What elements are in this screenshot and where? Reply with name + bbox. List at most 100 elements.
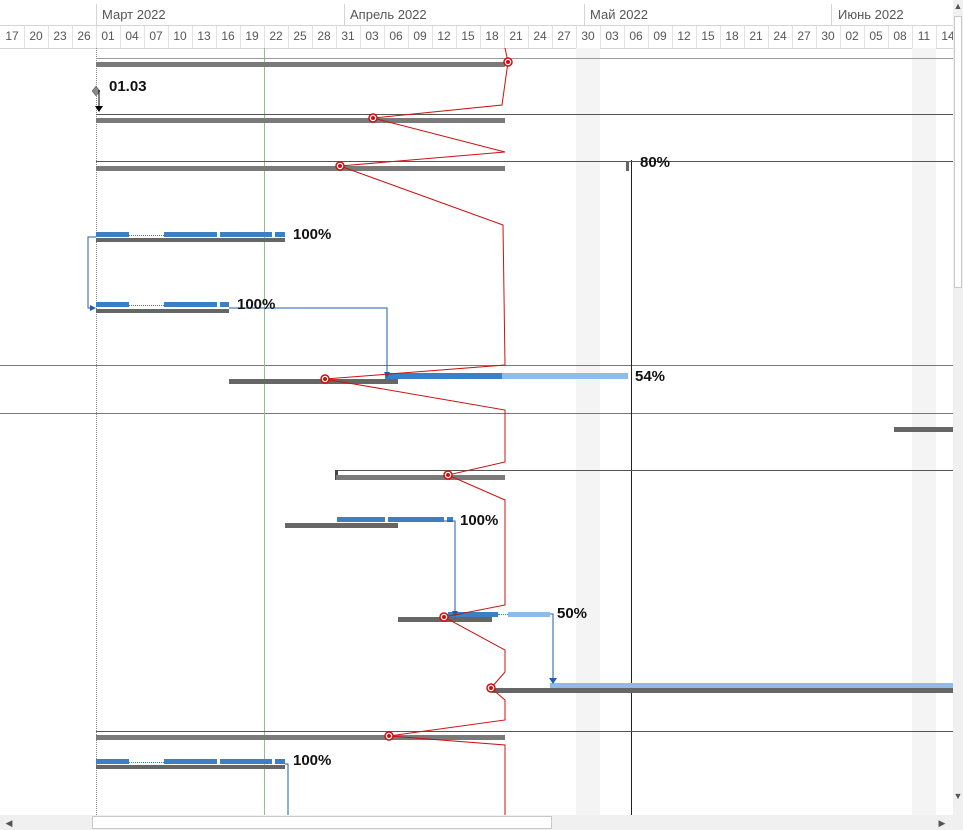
task-bar[interactable]: [96, 759, 129, 764]
scroll-left-icon[interactable]: ◀: [5, 818, 13, 828]
task-bar-remaining[interactable]: [550, 683, 953, 688]
baseline-bar[interactable]: [336, 475, 505, 480]
task-bar-remaining[interactable]: [508, 612, 550, 617]
current-date-line: [631, 160, 632, 815]
day-tick-label: 27: [557, 29, 571, 43]
percent-complete-label: 80%: [640, 154, 671, 171]
day-separator: [888, 26, 889, 48]
baseline-bar[interactable]: [96, 118, 505, 123]
day-tick-label: 12: [677, 29, 691, 43]
task-bar[interactable]: [96, 302, 129, 307]
task-bar[interactable]: [96, 232, 129, 237]
day-separator: [504, 26, 505, 48]
task-bar[interactable]: [337, 517, 385, 522]
day-tick-label: 01: [101, 29, 115, 43]
day-tick-label: 13: [197, 29, 211, 43]
day-separator: [600, 26, 601, 48]
day-tick-label: 09: [413, 29, 427, 43]
day-separator: [24, 26, 25, 48]
task-bar[interactable]: [388, 517, 444, 522]
month-label: Июнь 2022: [838, 7, 904, 22]
task-bar[interactable]: [220, 302, 229, 307]
day-separator: [48, 26, 49, 48]
horizontal-scroll-thumb[interactable]: [92, 816, 552, 829]
day-separator: [120, 26, 121, 48]
summary-endcap: [626, 161, 629, 171]
percent-complete-label: 50%: [557, 605, 588, 622]
summary-line: [96, 58, 953, 59]
day-tick-label: 12: [437, 29, 451, 43]
baseline-bar[interactable]: [285, 523, 398, 528]
day-tick-label: 11: [917, 29, 931, 43]
vertical-scroll-thumb[interactable]: [954, 16, 962, 288]
day-separator: [432, 26, 433, 48]
gantt-chart-area[interactable]: Март 2022 Апрель 2022 Май 2022 Июнь 2022…: [0, 0, 953, 815]
day-tick-label: 09: [653, 29, 667, 43]
arrow-right-icon: [90, 305, 96, 311]
task-bar[interactable]: [275, 232, 285, 237]
day-tick-label: 17: [5, 29, 19, 43]
task-bar[interactable]: [447, 517, 453, 522]
baseline-bar[interactable]: [492, 688, 953, 693]
task-bar[interactable]: [275, 759, 285, 764]
task-bar[interactable]: [220, 759, 272, 764]
day-tick-label: 31: [341, 29, 355, 43]
day-separator: [168, 26, 169, 48]
month-label: Март 2022: [102, 7, 166, 22]
day-separator: [936, 26, 937, 48]
day-separator: [552, 26, 553, 48]
day-tick-label: 18: [485, 29, 499, 43]
task-bar[interactable]: [220, 232, 272, 237]
task-bar[interactable]: [164, 759, 217, 764]
progress-points: [320, 57, 513, 741]
day-tick-label: 19: [245, 29, 259, 43]
day-separator: [192, 26, 193, 48]
day-tick-label: 30: [581, 29, 595, 43]
arrow-down-icon: [549, 678, 557, 684]
milestone-diamond-icon: [91, 85, 101, 97]
task-bar-remaining[interactable]: [502, 373, 628, 379]
month-label: Май 2022: [590, 7, 648, 22]
scroll-down-icon[interactable]: ▼: [953, 791, 963, 801]
horizontal-scrollbar[interactable]: ◀ ▶: [0, 815, 963, 830]
day-separator: [72, 26, 73, 48]
day-separator: [360, 26, 361, 48]
day-separator: [480, 26, 481, 48]
day-tick-label: 23: [53, 29, 67, 43]
task-bar[interactable]: [164, 302, 217, 307]
task-bar[interactable]: [385, 373, 502, 379]
day-separator: [912, 26, 913, 48]
day-tick-label: 15: [701, 29, 715, 43]
link-overlay: [87, 47, 557, 815]
day-tick-label: 10: [173, 29, 187, 43]
milestone-date-label: 01.03: [109, 78, 147, 95]
day-separator: [456, 26, 457, 48]
scroll-right-icon[interactable]: ▶: [938, 818, 946, 828]
percent-complete-label: 100%: [293, 226, 332, 243]
day-separator: [336, 26, 337, 48]
baseline-bar[interactable]: [229, 379, 398, 384]
percent-complete-label: 100%: [293, 752, 332, 769]
day-tick-label: 30: [821, 29, 835, 43]
day-tick-label: 06: [389, 29, 403, 43]
task-bar[interactable]: [448, 612, 498, 617]
day-separator: [696, 26, 697, 48]
day-separator: [864, 26, 865, 48]
baseline-bar[interactable]: [96, 735, 505, 740]
vertical-scrollbar[interactable]: ▲ ▼: [953, 0, 963, 815]
scroll-up-icon[interactable]: ▲: [953, 1, 963, 11]
month-label: Апрель 2022: [350, 7, 427, 22]
baseline-bar[interactable]: [96, 765, 285, 769]
baseline-bar[interactable]: [96, 238, 285, 242]
dependency-link: [285, 763, 289, 815]
day-separator: [312, 26, 313, 48]
task-bar[interactable]: [164, 232, 217, 237]
day-tick-label: 03: [605, 29, 619, 43]
day-tick-label: 05: [869, 29, 883, 43]
dependency-link: [444, 520, 456, 612]
baseline-bar[interactable]: [96, 62, 505, 67]
baseline-bar[interactable]: [894, 427, 953, 432]
baseline-bar[interactable]: [96, 166, 505, 171]
milestone[interactable]: [91, 85, 103, 112]
baseline-bar[interactable]: [96, 309, 229, 313]
